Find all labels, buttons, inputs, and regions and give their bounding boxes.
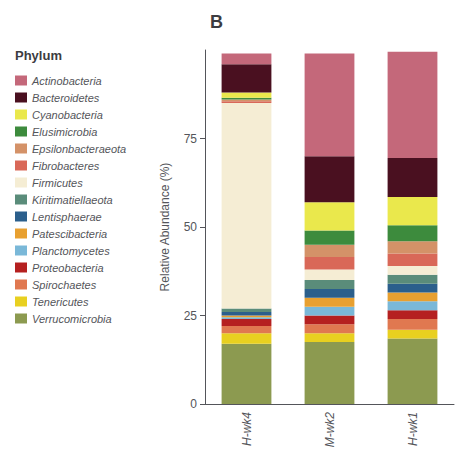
svg-text:Epsilonbacteraeota: Epsilonbacteraeota — [32, 143, 126, 155]
svg-text:Verrucomicrobia: Verrucomicrobia — [32, 313, 112, 325]
svg-text:0: 0 — [190, 397, 197, 411]
svg-text:Firmicutes: Firmicutes — [32, 177, 83, 189]
svg-text:Elusimicrobia: Elusimicrobia — [32, 126, 97, 138]
svg-text:50: 50 — [184, 220, 198, 234]
svg-text:Fibrobacteres: Fibrobacteres — [32, 160, 100, 172]
svg-text:25: 25 — [184, 309, 198, 323]
svg-text:B: B — [210, 12, 223, 32]
svg-text:H-wk4: H-wk4 — [240, 412, 254, 446]
svg-text:H-wk1: H-wk1 — [406, 412, 420, 446]
svg-text:Kiritimatiellaeota: Kiritimatiellaeota — [32, 194, 113, 206]
svg-text:Proteobacteria: Proteobacteria — [32, 262, 104, 274]
svg-text:Phylum: Phylum — [15, 48, 62, 63]
svg-text:Tenericutes: Tenericutes — [32, 296, 89, 308]
svg-text:Spirochaetes: Spirochaetes — [32, 279, 97, 291]
svg-text:M-wk2: M-wk2 — [323, 412, 337, 448]
svg-text:Cyanobacteria: Cyanobacteria — [32, 109, 103, 121]
svg-text:Planctomycetes: Planctomycetes — [32, 245, 110, 257]
svg-text:Patescibacteria: Patescibacteria — [32, 228, 107, 240]
svg-text:75: 75 — [184, 132, 198, 146]
svg-text:Actinobacteria: Actinobacteria — [31, 75, 102, 87]
svg-text:Lentisphaerae: Lentisphaerae — [32, 211, 102, 223]
svg-text:Bacteroidetes: Bacteroidetes — [32, 92, 100, 104]
svg-text:Relative Abundance (%): Relative Abundance (%) — [158, 163, 172, 292]
